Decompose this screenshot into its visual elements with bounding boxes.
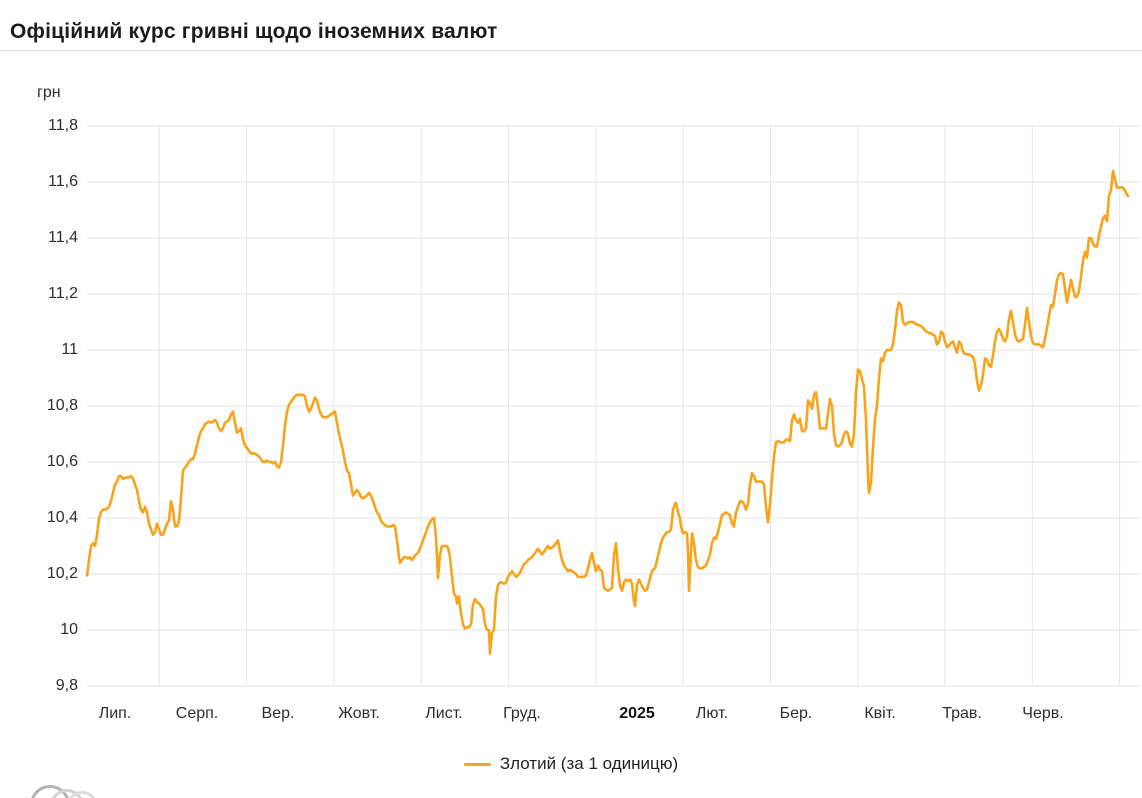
legend-label: Злотий (за 1 одиницю) [499, 754, 679, 773]
exchange-rate-chart: грн 11,8 11,6 11,4 11,2 11 10,8 10,6 10,4 10,2 10… [0, 51, 1142, 798]
page-title: Офіційний курс гривні щодо іноземних вал… [10, 20, 498, 44]
x-axis-month-label: Серп. [175, 705, 219, 722]
y-axis-tick-label: 10,4 [46, 509, 78, 526]
legend: Злотий (за 1 одиницю) [0, 754, 1142, 774]
x-axis-month-label: Черв. [1022, 705, 1064, 722]
title-divider [0, 50, 1142, 51]
y-axis-tick-label: 11,6 [48, 173, 78, 190]
x-axis-month-label: Лип. [98, 705, 132, 722]
y-axis-tick-label: 10,8 [46, 397, 78, 414]
x-axis-month-label: Бер. [779, 705, 813, 722]
x-axis-month-label: Жовт. [338, 705, 380, 722]
y-axis-tick-label: 10 [60, 621, 78, 638]
series-line-zloty[interactable] [85, 169, 1130, 656]
x-axis-month-label: 2025 [619, 705, 655, 722]
chart-plot-svg [85, 125, 1140, 687]
x-axis-month-label: Лют. [695, 705, 729, 722]
watermark-logo [0, 774, 120, 798]
y-axis-tick-label: 11,8 [48, 117, 78, 134]
chart-gridlines [87, 125, 1140, 687]
y-axis-tick-label: 10,2 [46, 565, 78, 582]
legend-line-marker-icon [463, 762, 491, 766]
legend-item-zloty[interactable]: Злотий (за 1 одиницю) [463, 754, 679, 774]
y-axis-tick-label: 10,6 [46, 453, 78, 470]
x-axis-month-label: Груд. [503, 705, 541, 722]
y-axis-tick-label: 11 [61, 341, 78, 358]
y-axis-unit-label: грн [37, 84, 61, 101]
y-axis-tick-label: 11,4 [48, 229, 78, 246]
y-axis-tick-label: 11,2 [48, 285, 78, 302]
y-axis-tick-label: 9,8 [55, 677, 78, 694]
x-axis-month-label: Трав. [942, 705, 982, 722]
x-axis-month-label: Лист. [425, 705, 463, 722]
x-axis-month-label: Квіт. [864, 705, 896, 722]
x-axis-month-label: Вер. [261, 705, 295, 722]
